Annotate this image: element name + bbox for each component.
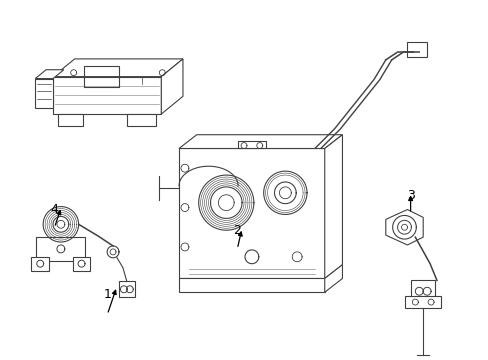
Polygon shape <box>36 237 85 261</box>
Polygon shape <box>238 141 265 148</box>
Polygon shape <box>179 278 324 292</box>
Polygon shape <box>179 148 324 278</box>
Polygon shape <box>119 282 135 297</box>
Polygon shape <box>126 114 156 126</box>
Polygon shape <box>410 280 434 302</box>
Polygon shape <box>58 114 82 126</box>
Polygon shape <box>35 78 53 108</box>
Polygon shape <box>324 265 342 292</box>
Polygon shape <box>73 257 90 271</box>
Text: 4: 4 <box>50 203 58 216</box>
Polygon shape <box>161 59 183 114</box>
Polygon shape <box>53 59 183 77</box>
Text: 3: 3 <box>406 189 414 202</box>
Polygon shape <box>405 296 440 308</box>
Polygon shape <box>324 135 342 278</box>
Polygon shape <box>179 135 342 148</box>
Polygon shape <box>53 77 161 114</box>
Polygon shape <box>31 257 49 271</box>
Polygon shape <box>35 70 64 78</box>
Polygon shape <box>407 42 426 57</box>
Text: 1: 1 <box>103 288 111 301</box>
Text: 2: 2 <box>233 224 241 237</box>
Polygon shape <box>385 210 422 245</box>
